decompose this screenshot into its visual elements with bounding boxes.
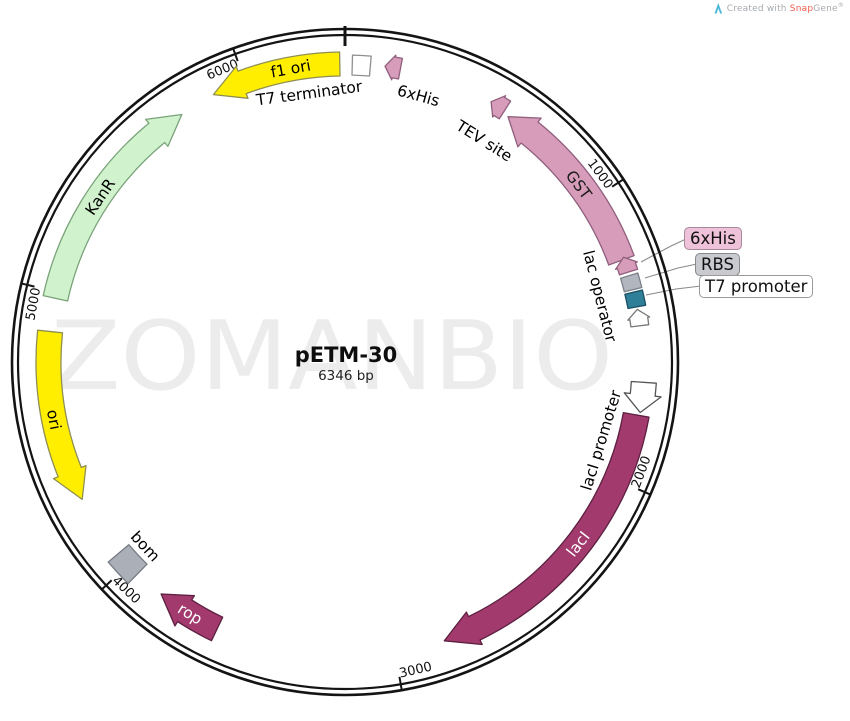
feature-t7-terminator bbox=[351, 54, 372, 77]
feature-t7-promoter-feature bbox=[627, 308, 651, 328]
tick-label-5000: 5000 bbox=[23, 286, 44, 321]
credit-brand-snap: Snap bbox=[789, 4, 814, 14]
feature-his6-internal bbox=[614, 256, 639, 276]
snapgene-credit: Created with SnapGene® bbox=[714, 3, 844, 14]
feature-rbs bbox=[619, 272, 643, 293]
feature-lacI bbox=[443, 411, 650, 646]
plasmid-name: pETM-30 bbox=[295, 343, 398, 367]
plasmid-features bbox=[35, 51, 662, 646]
watermark: ZOMANBIO bbox=[51, 302, 613, 412]
credit-brand-gene: Gene bbox=[813, 4, 838, 14]
tick-label-3000: 3000 bbox=[398, 659, 434, 681]
callout-line-his6 bbox=[640, 238, 687, 263]
feature-ori bbox=[35, 329, 87, 501]
credit-text: Created with SnapGene® bbox=[726, 2, 844, 15]
feature-label-tev-site: TEV site bbox=[452, 116, 516, 165]
callout-line-t7-promoter bbox=[645, 285, 702, 296]
callout-t7-promoter: T7 promoter bbox=[699, 275, 814, 298]
tick-2000 bbox=[637, 488, 650, 496]
feature-his6-n bbox=[384, 54, 404, 81]
feature-lacI-promoter bbox=[623, 380, 662, 414]
feature-rop bbox=[160, 593, 224, 642]
feature-label-his6-n: 6xHis bbox=[395, 82, 441, 111]
feature-tev-site bbox=[490, 95, 512, 120]
feature-kanR bbox=[42, 113, 183, 302]
callout-line-rbs bbox=[644, 263, 698, 279]
snapgene-logo-icon bbox=[714, 3, 722, 14]
feature-lac-operator bbox=[624, 289, 647, 310]
feature-label-ori: ori bbox=[43, 408, 65, 431]
tick-6000 bbox=[232, 48, 239, 62]
plasmid-size: 6346 bp bbox=[318, 368, 374, 384]
feature-gst bbox=[507, 116, 635, 266]
feature-bom bbox=[107, 544, 148, 585]
tick-3000 bbox=[398, 676, 403, 690]
tick-5000 bbox=[22, 282, 35, 288]
tick-1000 bbox=[611, 179, 624, 188]
callout-rbs: RBS bbox=[695, 253, 740, 276]
tick-4000 bbox=[101, 579, 113, 590]
feature-f1-ori bbox=[212, 51, 341, 99]
registered-mark: ® bbox=[837, 2, 844, 9]
callout-leader-lines bbox=[640, 238, 702, 296]
callout-his6: 6xHis bbox=[684, 227, 742, 250]
